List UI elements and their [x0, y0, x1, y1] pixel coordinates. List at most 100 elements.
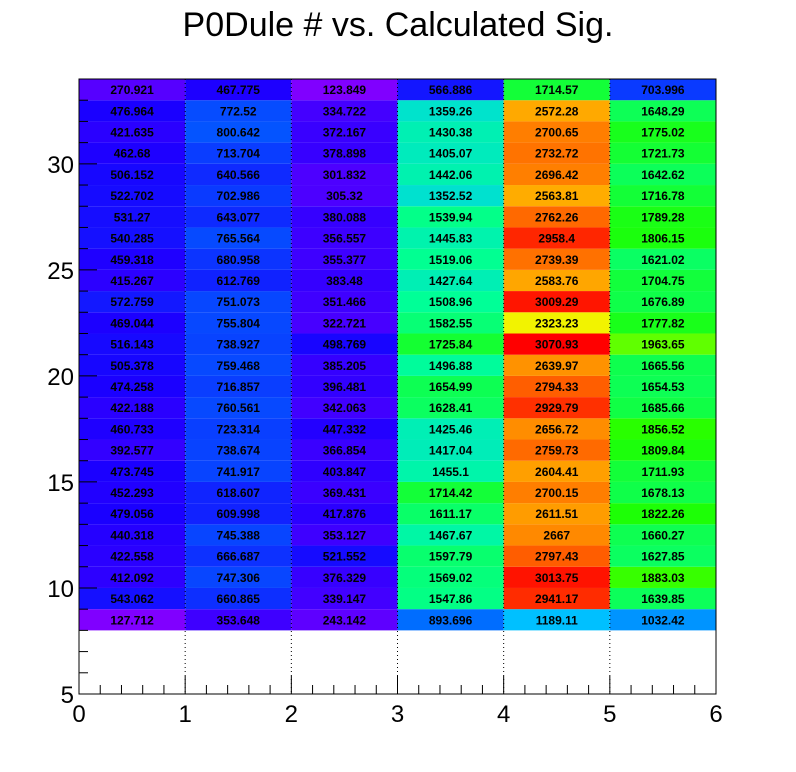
cell-value-label: 738.927	[217, 338, 261, 352]
heatmap-cell	[291, 503, 398, 525]
cell-value-label: 353.648	[217, 613, 261, 627]
heatmap-cell	[397, 609, 504, 631]
cell-value-label: 1856.52	[641, 422, 685, 436]
heatmap-cell	[185, 227, 292, 249]
cell-value-label: 2958.4	[538, 232, 575, 246]
cell-value-label: 1711.93	[642, 465, 685, 479]
heatmap-cell	[79, 312, 186, 334]
heatmap-cell	[79, 121, 186, 143]
cell-value-label: 1822.26	[641, 507, 685, 521]
heatmap-cell	[503, 418, 610, 440]
cell-value-label: 415.267	[110, 274, 154, 288]
heatmap-cell	[185, 545, 292, 567]
cell-value-label: 1806.15	[641, 232, 685, 246]
cell-value-label: 1883.03	[641, 571, 685, 585]
cell-value-label: 531.27	[114, 210, 151, 224]
cell-value-label: 339.147	[323, 592, 367, 606]
heatmap-cell	[291, 481, 398, 504]
cell-value-label: 2732.72	[535, 147, 579, 161]
heatmap-cell	[397, 248, 504, 270]
heatmap-cell	[291, 587, 398, 610]
heatmap-cell	[397, 566, 504, 588]
heatmap-cell	[185, 418, 292, 440]
cell-value-label: 1539.94	[429, 210, 473, 224]
cell-value-label: 422.188	[110, 401, 154, 415]
heatmap-cell	[79, 439, 186, 461]
cell-value-label: 516.143	[110, 338, 154, 352]
heatmap-cell	[503, 524, 610, 546]
heatmap-cell	[185, 269, 292, 292]
cell-value-label: 1597.79	[429, 550, 473, 564]
heatmap-cell	[503, 503, 610, 525]
heatmap-cell	[503, 163, 610, 186]
heatmap-cell	[503, 312, 610, 334]
cell-value-label: 460.733	[110, 422, 154, 436]
cell-value-label: 716.857	[217, 380, 261, 394]
heatmap-cell	[79, 503, 186, 525]
cell-value-label: 747.306	[217, 571, 261, 585]
heatmap-cell	[609, 524, 716, 546]
heatmap-cell	[79, 185, 186, 207]
heatmap-cell	[397, 291, 504, 313]
heatmap-cell	[609, 291, 716, 313]
cell-value-label: 467.775	[217, 83, 261, 97]
cell-value-label: 800.642	[217, 126, 261, 140]
cell-value-label: 3070.93	[535, 338, 579, 352]
heatmap-cell	[503, 227, 610, 249]
cell-value-label: 1628.41	[429, 401, 473, 415]
x-tick-label: 2	[285, 701, 298, 728]
heatmap-cell	[503, 375, 610, 398]
heatmap-cell	[291, 439, 398, 461]
x-tick-label: 5	[603, 701, 616, 728]
heatmap-cell	[503, 248, 610, 270]
cell-value-label: 301.832	[323, 168, 367, 182]
heatmap-cell	[397, 503, 504, 525]
heatmap-cell	[397, 79, 504, 101]
heatmap-cell	[503, 587, 610, 610]
heatmap-cell	[185, 333, 292, 355]
heatmap-cell	[291, 79, 398, 101]
cell-value-label: 2696.42	[535, 168, 579, 182]
heatmap-cell	[609, 460, 716, 482]
y-tick-label: 25	[47, 258, 74, 285]
cell-value-label: 1627.85	[641, 550, 685, 564]
heatmap-cell	[397, 397, 504, 419]
heatmap-cell	[185, 312, 292, 334]
cell-value-label: 1032.42	[641, 613, 685, 627]
heatmap-cell	[609, 503, 716, 525]
heatmap-cell	[609, 566, 716, 588]
heatmap-cell	[291, 354, 398, 376]
cell-value-label: 452.293	[110, 486, 154, 500]
cell-value-label: 1725.84	[429, 338, 473, 352]
cell-value-label: 1508.96	[429, 295, 473, 309]
heatmap-cell	[185, 481, 292, 504]
cell-value-label: 2572.28	[535, 104, 579, 118]
cell-value-label: 3013.75	[535, 571, 579, 585]
cell-value-label: 440.318	[110, 528, 154, 542]
heatmap-cell	[503, 291, 610, 313]
cell-value-label: 2611.51	[535, 507, 578, 521]
heatmap-cell	[79, 206, 186, 228]
cell-value-label: 666.687	[217, 550, 261, 564]
cell-value-label: 270.921	[110, 83, 154, 97]
cell-value-label: 1569.02	[429, 571, 473, 585]
cell-value-label: 385.205	[323, 359, 367, 373]
heatmap-cell	[185, 375, 292, 398]
heatmap-cell	[397, 121, 504, 143]
cell-value-label: 2794.33	[535, 380, 579, 394]
heatmap-cell	[397, 269, 504, 292]
y-tick-label: 20	[47, 364, 74, 391]
heatmap-cell	[291, 142, 398, 164]
cell-value-label: 378.898	[323, 147, 367, 161]
heatmap-cell	[397, 227, 504, 249]
cell-value-label: 1648.29	[641, 104, 685, 118]
cell-value-label: 760.561	[217, 401, 261, 415]
cell-value-label: 2797.43	[535, 550, 579, 564]
heatmap-cell	[185, 291, 292, 313]
cell-value-label: 473.745	[110, 465, 154, 479]
heatmap-cell	[503, 333, 610, 355]
heatmap-cell	[79, 248, 186, 270]
heatmap-cell	[397, 333, 504, 355]
heatmap-cell	[503, 206, 610, 228]
